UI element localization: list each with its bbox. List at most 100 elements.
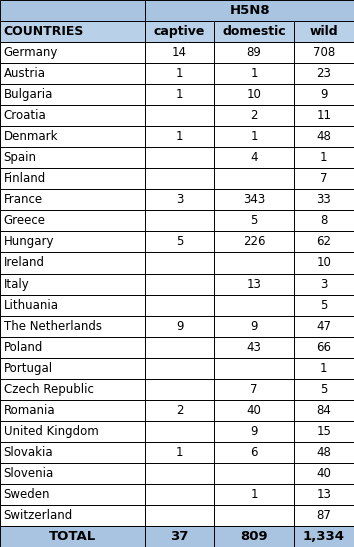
Text: Italy: Italy [4,277,29,290]
Text: 1: 1 [176,130,183,143]
Bar [214,358,294,379]
Text: 9: 9 [320,88,328,101]
Text: 6: 6 [250,446,258,459]
Text: The Netherlands: The Netherlands [4,319,102,333]
Bar [214,42,294,63]
Text: France: France [4,194,43,206]
Bar [0,379,145,400]
Text: 1: 1 [250,488,258,501]
Bar [294,211,354,231]
Bar [294,63,354,84]
Bar [0,400,145,421]
Bar [294,42,354,63]
Text: Switzerland: Switzerland [4,509,73,522]
Text: Poland: Poland [4,341,43,353]
Bar [0,231,145,253]
Bar [214,231,294,253]
Bar [145,168,214,189]
Bar [294,358,354,379]
Bar [214,336,294,358]
Text: 62: 62 [316,235,331,248]
Text: 1: 1 [250,67,258,80]
Text: 10: 10 [316,257,331,270]
Bar [294,105,354,126]
Text: 1: 1 [320,152,328,164]
Text: 2: 2 [176,404,183,417]
Bar [145,484,214,505]
Bar [145,189,214,211]
Bar [294,84,354,105]
Bar [294,505,354,526]
Text: 9: 9 [250,425,258,438]
Text: Czech Republic: Czech Republic [4,383,93,395]
Bar [0,442,145,463]
Bar [0,294,145,316]
Bar [0,168,145,189]
Text: Hungary: Hungary [4,235,54,248]
Text: COUNTRIES: COUNTRIES [4,25,84,38]
Bar [145,274,214,294]
Text: 1: 1 [176,67,183,80]
Text: 66: 66 [316,341,331,353]
Bar [0,84,145,105]
Bar [145,505,214,526]
Text: Greece: Greece [4,214,46,228]
Bar [0,253,145,274]
Text: 23: 23 [316,67,331,80]
Text: TOTAL: TOTAL [49,530,96,543]
Text: Finland: Finland [4,172,46,185]
Text: Germany: Germany [4,46,58,59]
Bar [0,274,145,294]
Text: 14: 14 [172,46,187,59]
Text: United Kingdom: United Kingdom [4,425,98,438]
Bar [214,316,294,336]
Text: 33: 33 [316,194,331,206]
Text: Denmark: Denmark [4,130,58,143]
Bar [294,336,354,358]
Bar [145,211,214,231]
Text: Austria: Austria [4,67,46,80]
Text: 7: 7 [250,383,258,395]
Bar [145,126,214,147]
Bar [145,379,214,400]
Bar [214,168,294,189]
Bar [214,505,294,526]
Bar [214,442,294,463]
Bar [214,189,294,211]
Text: 5: 5 [176,235,183,248]
Text: H5N8: H5N8 [229,4,270,17]
Text: 37: 37 [171,530,189,543]
Bar [0,42,145,63]
Bar [145,0,354,21]
Bar [145,421,214,442]
Bar [145,316,214,336]
Text: 5: 5 [320,383,327,395]
Text: Bulgaria: Bulgaria [4,88,53,101]
Bar [214,147,294,168]
Text: 48: 48 [316,130,331,143]
Text: 2: 2 [250,109,258,122]
Bar [294,274,354,294]
Text: Lithuania: Lithuania [4,299,58,312]
Bar [0,526,145,547]
Text: 5: 5 [250,214,258,228]
Bar [214,421,294,442]
Bar [294,294,354,316]
Bar [294,168,354,189]
Bar [0,358,145,379]
Bar [214,21,294,42]
Bar [294,421,354,442]
Text: wild: wild [310,25,338,38]
Text: Romania: Romania [4,404,55,417]
Bar [145,21,214,42]
Text: 43: 43 [246,341,262,353]
Bar [145,84,214,105]
Bar [214,84,294,105]
Bar [0,336,145,358]
Bar [214,274,294,294]
Bar [214,294,294,316]
Text: 5: 5 [320,299,327,312]
Bar [294,526,354,547]
Text: Slovenia: Slovenia [4,467,54,480]
Text: 40: 40 [316,467,331,480]
